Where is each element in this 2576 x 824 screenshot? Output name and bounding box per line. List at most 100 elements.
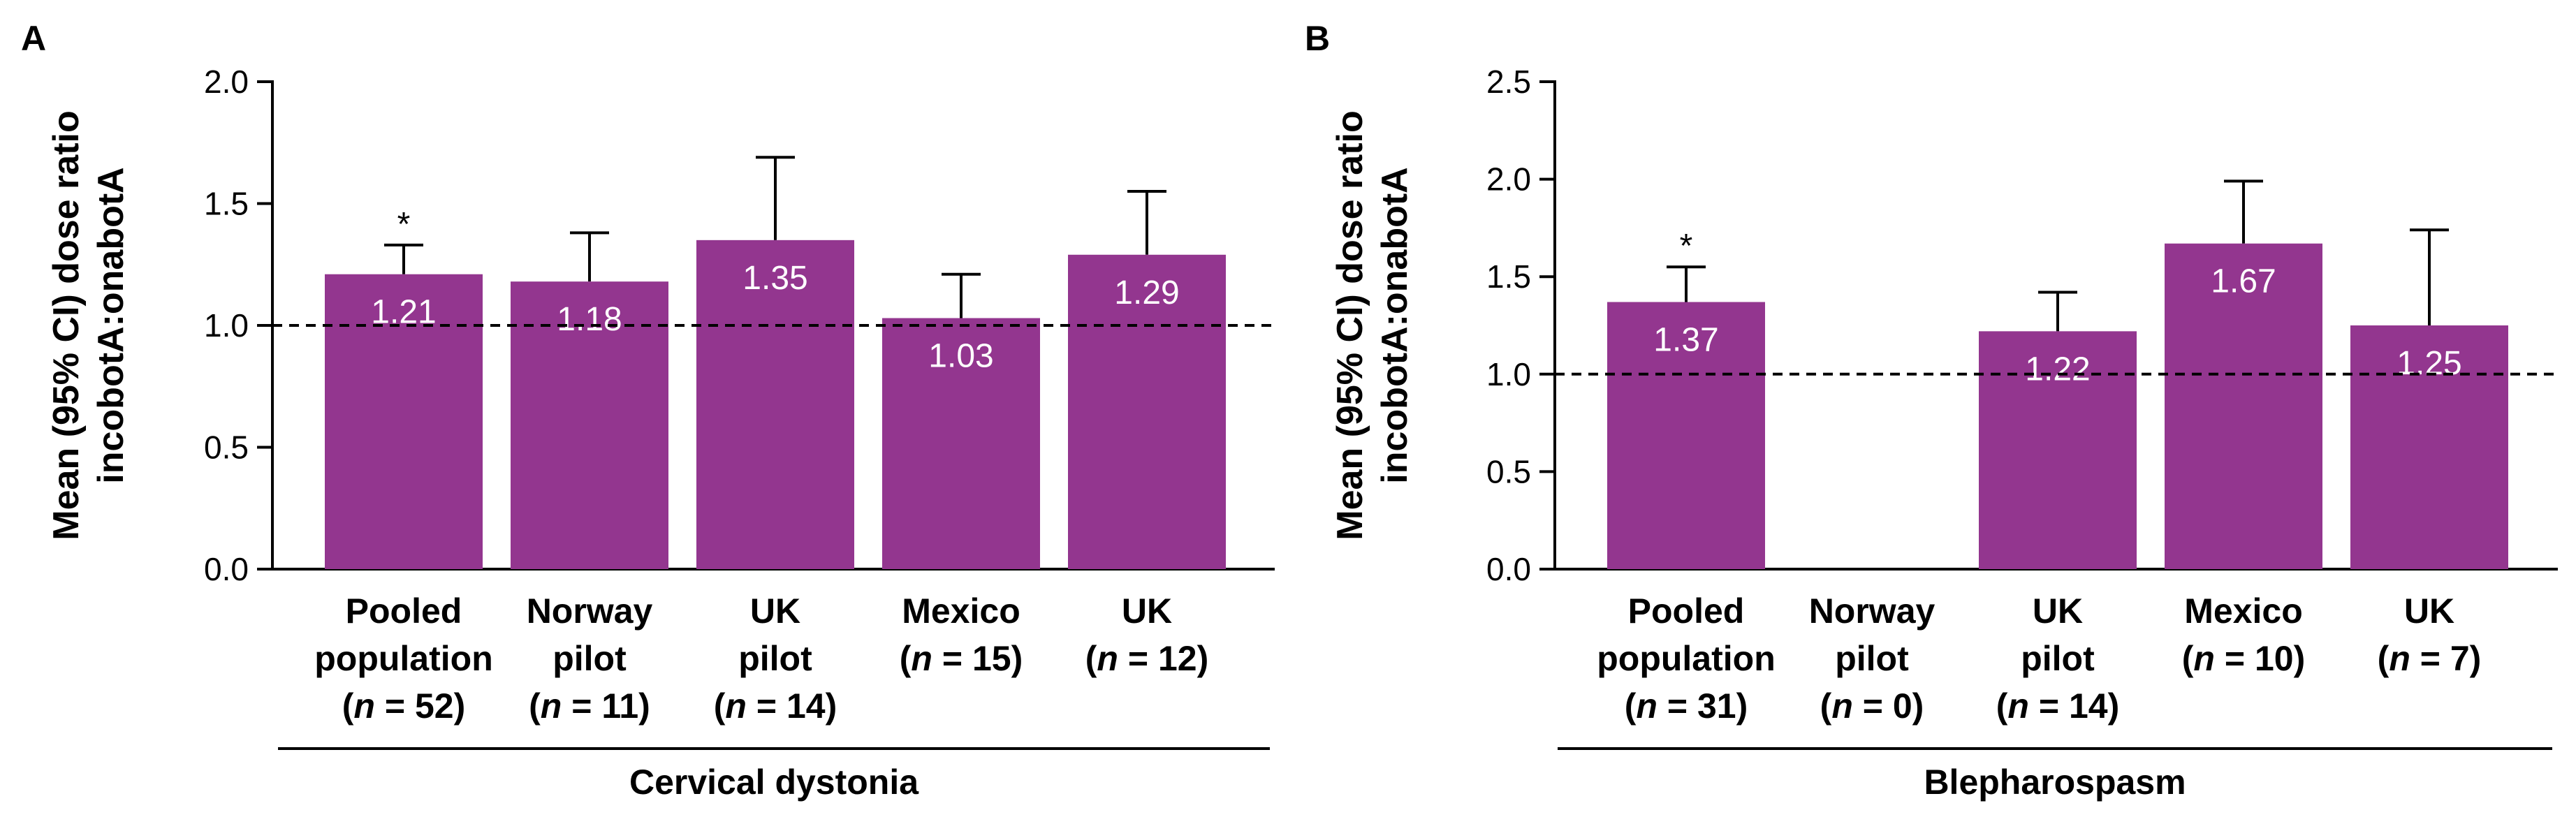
n-value: = 0) bbox=[1853, 686, 1924, 726]
bar bbox=[2350, 325, 2508, 569]
n-paren-open: ( bbox=[2378, 639, 2390, 678]
bar bbox=[511, 281, 668, 569]
y-tick-label: 1.5 bbox=[1486, 258, 1531, 295]
n-paren-open: ( bbox=[2182, 639, 2194, 678]
bar bbox=[882, 318, 1040, 569]
y-tick-label: 0.0 bbox=[1486, 551, 1531, 587]
n-symbol: n bbox=[353, 686, 375, 726]
significance-marker: * bbox=[1680, 228, 1693, 265]
significance-marker: * bbox=[397, 206, 411, 243]
n-value: = 14) bbox=[2029, 686, 2119, 726]
n-paren-open: ( bbox=[529, 686, 541, 726]
panel-letter: B bbox=[1305, 19, 1330, 58]
bar-value-label: 1.03 bbox=[928, 338, 993, 375]
x-tick-n-label: (n = 11) bbox=[529, 686, 650, 726]
bar bbox=[696, 240, 854, 569]
bar bbox=[325, 274, 483, 569]
n-symbol: n bbox=[1097, 639, 1118, 678]
bar bbox=[2165, 243, 2322, 569]
y-tick-label: 0.0 bbox=[204, 551, 249, 587]
bar-value-label: 1.35 bbox=[742, 260, 807, 297]
x-tick-n-label: (n = 12) bbox=[1085, 639, 1208, 678]
panel-letter: A bbox=[21, 19, 46, 58]
chart-panel-a: A Mean (95% CI) dose ratio incobotA:onabot… bbox=[21, 19, 1275, 802]
x-tick-label: population bbox=[314, 639, 493, 678]
n-paren-open: ( bbox=[1085, 639, 1097, 678]
n-symbol: n bbox=[1636, 686, 1657, 726]
n-symbol: n bbox=[541, 686, 562, 726]
y-tick-label: 2.0 bbox=[1486, 161, 1531, 198]
x-tick-label: Pooled bbox=[346, 591, 462, 631]
y-tick-label: 1.0 bbox=[1486, 356, 1531, 392]
x-tick-label: Norway bbox=[1809, 591, 1935, 631]
n-paren-open: ( bbox=[1996, 686, 2008, 726]
x-tick-label: Norway bbox=[527, 591, 653, 631]
x-tick-label: UK bbox=[2404, 591, 2454, 631]
x-tick-label: Mexico bbox=[2184, 591, 2303, 631]
n-paren-open: ( bbox=[1820, 686, 1832, 726]
n-value: = 14) bbox=[747, 686, 837, 726]
x-tick-n-label: (n = 14) bbox=[714, 686, 837, 726]
x-tick-n-label: (n = 0) bbox=[1820, 686, 1924, 726]
n-value: = 11) bbox=[562, 686, 650, 726]
y-tick-label: 2.0 bbox=[204, 64, 249, 100]
y-axis-title-line: incobotA:onabotA bbox=[91, 167, 131, 483]
n-value: = 10) bbox=[2215, 639, 2305, 678]
bar-value-label: 1.18 bbox=[557, 301, 622, 338]
x-tick-label: Mexico bbox=[902, 591, 1020, 631]
n-symbol: n bbox=[2007, 686, 2029, 726]
bar-value-label: 1.22 bbox=[2025, 351, 2090, 388]
x-tick-n-label: (n = 7) bbox=[2378, 639, 2482, 678]
x-tick-label: Pooled bbox=[1628, 591, 1745, 631]
x-tick-label: pilot bbox=[738, 639, 812, 678]
x-tick-label: UK bbox=[750, 591, 800, 631]
x-tick-n-label: (n = 31) bbox=[1625, 686, 1748, 726]
y-tick-label: 1.5 bbox=[204, 186, 249, 222]
x-tick-n-label: (n = 14) bbox=[1996, 686, 2119, 726]
n-paren-open: ( bbox=[714, 686, 726, 726]
n-value: = 12) bbox=[1118, 639, 1208, 678]
y-tick-label: 1.0 bbox=[204, 307, 249, 344]
x-tick-n-label: (n = 10) bbox=[2182, 639, 2305, 678]
bar-value-label: 1.29 bbox=[1114, 274, 1179, 311]
bar bbox=[1979, 331, 2137, 569]
y-axis-title: Mean (95% CI) dose ratio incobotA:onabotA bbox=[1330, 110, 1415, 540]
bar bbox=[1607, 302, 1765, 569]
y-axis-title-line: incobotA:onabotA bbox=[1375, 167, 1415, 483]
y-axis-title: Mean (95% CI) dose ratio incobotA:onabotA bbox=[46, 110, 131, 540]
bar-value-label: 1.25 bbox=[2396, 345, 2461, 382]
chart-panel-b: B Mean (95% CI) dose ratio incobotA:onabot… bbox=[1305, 19, 2558, 802]
y-tick-label: 0.5 bbox=[204, 429, 249, 466]
x-tick-n-label: (n = 52) bbox=[342, 686, 465, 726]
y-axis-title-line: Mean (95% CI) dose ratio bbox=[46, 110, 87, 540]
y-axis-title-line: Mean (95% CI) dose ratio bbox=[1330, 110, 1370, 540]
bar-value-label: 1.37 bbox=[1653, 321, 1718, 358]
group-label: Cervical dystonia bbox=[629, 763, 919, 802]
n-value: = 52) bbox=[375, 686, 465, 726]
group-label: Blepharospasm bbox=[1924, 763, 2186, 802]
n-value: = 15) bbox=[932, 639, 1023, 678]
n-value: = 7) bbox=[2410, 639, 2481, 678]
x-tick-n-label: (n = 15) bbox=[900, 639, 1023, 678]
x-tick-label: pilot bbox=[2021, 639, 2095, 678]
n-symbol: n bbox=[1831, 686, 1853, 726]
n-symbol: n bbox=[725, 686, 747, 726]
bar bbox=[1068, 254, 1226, 569]
x-tick-label: UK bbox=[1122, 591, 1172, 631]
n-paren-open: ( bbox=[342, 686, 354, 726]
n-paren-open: ( bbox=[1625, 686, 1637, 726]
x-tick-label: population bbox=[1597, 639, 1776, 678]
x-tick-label: pilot bbox=[552, 639, 627, 678]
x-tick-label: UK bbox=[2033, 591, 2083, 631]
n-symbol: n bbox=[911, 639, 932, 678]
y-tick-label: 2.5 bbox=[1486, 64, 1531, 100]
n-value: = 31) bbox=[1657, 686, 1748, 726]
x-tick-label: pilot bbox=[1835, 639, 1909, 678]
n-paren-open: ( bbox=[900, 639, 912, 678]
n-symbol: n bbox=[2389, 639, 2410, 678]
y-tick-label: 0.5 bbox=[1486, 453, 1531, 490]
n-symbol: n bbox=[2193, 639, 2215, 678]
bar-value-label: 1.67 bbox=[2211, 263, 2276, 300]
